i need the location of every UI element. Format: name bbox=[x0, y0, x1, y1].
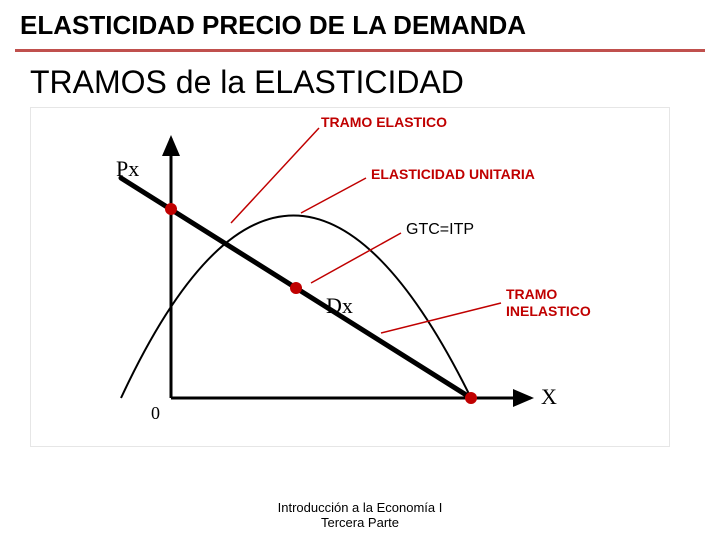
label-tramo-elastico: TRAMO ELASTICO bbox=[321, 114, 447, 130]
subtitle: TRAMOS de la ELASTICIDAD bbox=[0, 52, 720, 107]
label-gtc-itp: GTC=ITP bbox=[406, 221, 474, 239]
header: ELASTICIDAD PRECIO DE LA DEMANDA bbox=[0, 0, 720, 49]
footer: Introducción a la Economía I Tercera Par… bbox=[0, 500, 720, 530]
label-x: X bbox=[541, 384, 557, 410]
label-px: Px bbox=[116, 156, 139, 182]
diagram: TRAMO ELASTICO ELASTICIDAD UNITARIA GTC=… bbox=[30, 107, 670, 447]
footer-line1: Introducción a la Economía I bbox=[0, 500, 720, 515]
label-tramo-inelastico: TRAMO INELASTICO bbox=[506, 286, 591, 320]
page-title: ELASTICIDAD PRECIO DE LA DEMANDA bbox=[20, 10, 700, 41]
footer-line2: Tercera Parte bbox=[0, 515, 720, 530]
label-zero: 0 bbox=[151, 403, 160, 424]
label-dx: Dx bbox=[326, 293, 353, 319]
label-elasticidad-unitaria: ELASTICIDAD UNITARIA bbox=[371, 166, 535, 182]
